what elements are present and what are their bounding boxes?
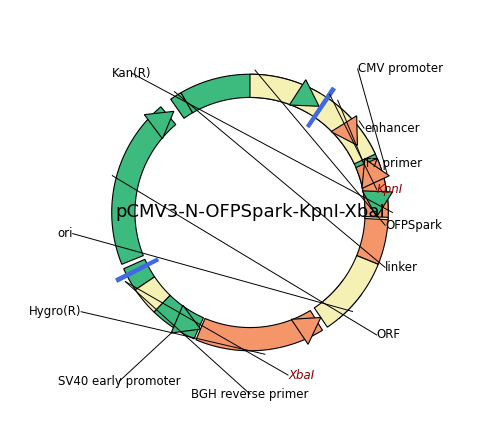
Text: enhancer: enhancer: [364, 122, 420, 135]
Text: CMV promoter: CMV promoter: [358, 62, 443, 76]
Polygon shape: [112, 107, 176, 264]
Text: pCMV3-N-OFPSpark-KpnI-XbaI: pCMV3-N-OFPSpark-KpnI-XbaI: [115, 204, 385, 221]
Polygon shape: [171, 305, 200, 333]
Polygon shape: [314, 255, 378, 327]
Polygon shape: [316, 99, 342, 127]
Polygon shape: [348, 139, 389, 214]
Polygon shape: [196, 311, 322, 351]
Text: ORF: ORF: [376, 329, 400, 341]
Text: SV40 early promoter: SV40 early promoter: [58, 375, 180, 388]
Polygon shape: [356, 159, 388, 264]
Polygon shape: [154, 295, 204, 339]
Text: BGH reverse primer: BGH reverse primer: [191, 388, 309, 400]
Polygon shape: [365, 216, 388, 220]
Polygon shape: [250, 74, 376, 164]
Polygon shape: [136, 277, 170, 312]
Text: OFPSpark: OFPSpark: [385, 219, 442, 232]
Text: XbaI: XbaI: [288, 368, 314, 382]
Text: T7 primer: T7 primer: [364, 157, 422, 170]
Polygon shape: [170, 93, 192, 118]
Text: ori: ori: [57, 227, 72, 240]
Polygon shape: [124, 259, 154, 290]
Polygon shape: [327, 110, 366, 150]
Polygon shape: [362, 191, 392, 217]
Polygon shape: [290, 80, 319, 106]
Polygon shape: [324, 280, 362, 318]
Polygon shape: [362, 159, 390, 189]
Polygon shape: [331, 116, 357, 145]
Text: Kan(R): Kan(R): [112, 67, 152, 79]
Text: KpnI: KpnI: [376, 183, 403, 196]
Polygon shape: [144, 111, 174, 139]
Text: Hygro(R): Hygro(R): [28, 305, 81, 318]
Polygon shape: [291, 317, 321, 344]
Polygon shape: [181, 74, 320, 113]
Text: linker: linker: [385, 261, 418, 274]
